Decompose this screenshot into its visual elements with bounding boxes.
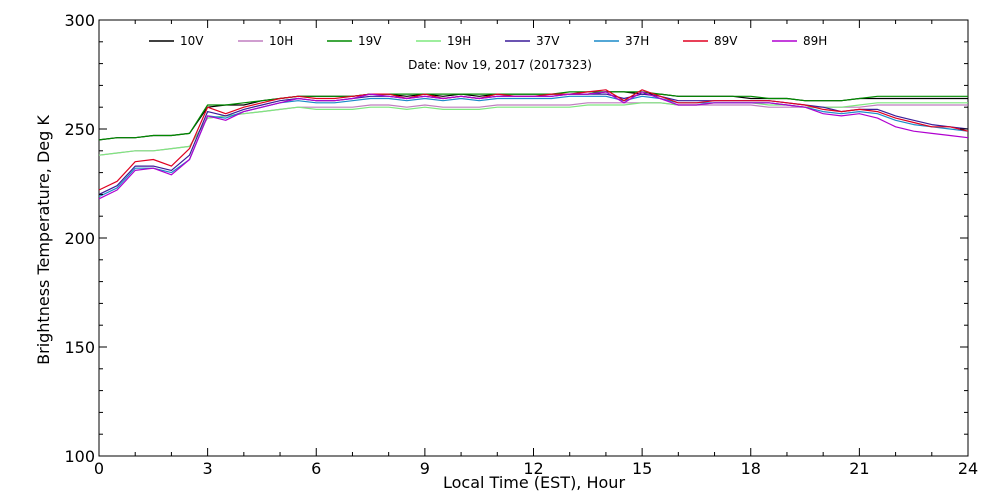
x-axis-title: Local Time (EST), Hour <box>443 473 625 492</box>
chart-subtitle: Date: Nov 19, 2017 (2017323) <box>408 58 592 72</box>
legend-label-37h: 37H <box>625 34 649 48</box>
series-layer <box>98 89 969 200</box>
y-tick-label: 300 <box>64 11 95 30</box>
x-tick-label: 18 <box>741 459 761 478</box>
legend-label-89v: 89V <box>714 34 738 48</box>
legend-label-19v: 19V <box>358 34 382 48</box>
x-tick-label: 24 <box>958 459 978 478</box>
x-tick-label: 6 <box>311 459 321 478</box>
legend-label-19h: 19H <box>447 34 471 48</box>
legend-label-37v: 37V <box>536 34 560 48</box>
x-tick-label: 9 <box>420 459 430 478</box>
y-axis-title: Brightness Temperature, Deg K <box>34 115 53 365</box>
legend: 10V 10H 19V 19H 37V 37H 89V 89H <box>149 34 827 48</box>
y-tick-label: 200 <box>64 229 95 248</box>
x-tick-label: 3 <box>203 459 213 478</box>
series-line-89h <box>98 91 969 200</box>
legend-label-89h: 89H <box>803 34 827 48</box>
y-tick-label: 150 <box>64 338 95 357</box>
legend-label-10h: 10H <box>269 34 293 48</box>
series-line-19v <box>98 91 968 141</box>
x-tick-label: 21 <box>849 459 869 478</box>
x-tick-label: 0 <box>94 459 104 478</box>
axes-layer: 0 3 6 9 12 15 18 21 24 100 150 200 250 300 <box>64 11 978 478</box>
y-tick-label: 100 <box>64 447 95 466</box>
legend-label-10v: 10V <box>180 34 204 48</box>
y-tick-label: 250 <box>64 120 95 139</box>
x-tick-label: 12 <box>523 459 543 478</box>
x-tick-label: 15 <box>632 459 652 478</box>
